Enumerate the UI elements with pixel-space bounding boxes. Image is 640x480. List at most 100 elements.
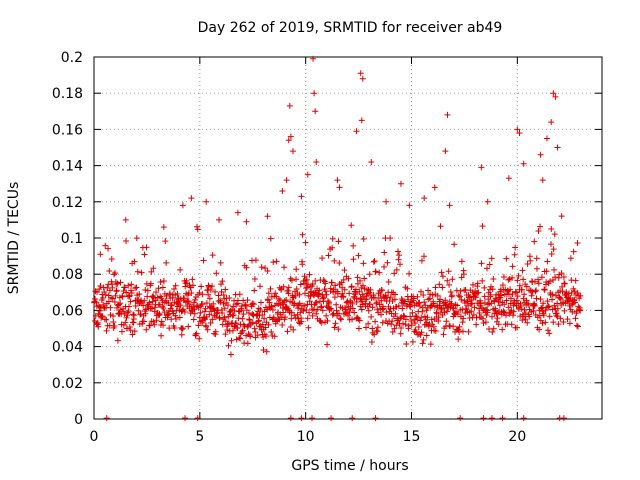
- outlier-point: [446, 202, 453, 209]
- data-point: [484, 265, 490, 272]
- chart-title: Day 262 of 2019, SRMTID for receiver ab4…: [198, 20, 503, 36]
- data-point: [201, 308, 208, 315]
- data-point: [177, 295, 184, 302]
- data-point: [244, 323, 251, 330]
- data-point: [249, 319, 256, 326]
- data-point: [421, 299, 428, 306]
- data-point: [490, 325, 497, 332]
- data-point: [531, 303, 538, 310]
- data-point: [273, 258, 280, 265]
- data-point: [236, 334, 243, 341]
- data-point: [188, 290, 195, 297]
- data-point: [219, 278, 226, 285]
- data-point: [557, 295, 564, 302]
- data-point: [366, 271, 373, 278]
- data-point: [198, 283, 205, 290]
- data-point: [95, 323, 102, 330]
- outlier-point: [289, 148, 296, 155]
- data-point: [296, 300, 303, 307]
- data-point: [252, 329, 259, 336]
- data-point: [549, 296, 556, 303]
- data-point: [550, 246, 557, 253]
- data-point: [509, 274, 516, 281]
- data-point: [500, 308, 507, 315]
- data-point: [270, 259, 277, 266]
- data-point: [177, 266, 184, 273]
- data-point: [374, 306, 381, 313]
- data-point: [250, 311, 257, 318]
- outlier-point: [285, 137, 292, 144]
- data-point: [510, 308, 517, 315]
- data-point: [309, 281, 316, 288]
- data-point: [204, 326, 211, 333]
- data-point: [301, 280, 308, 287]
- data-point: [259, 311, 266, 318]
- data-point: [546, 278, 553, 285]
- outlier-point: [279, 187, 286, 194]
- data-point: [548, 250, 555, 257]
- data-point: [263, 348, 270, 355]
- data-point: [221, 314, 228, 321]
- data-point: [456, 293, 463, 300]
- data-point: [503, 255, 510, 262]
- data-point: [554, 300, 561, 307]
- data-point: [123, 289, 130, 296]
- data-point: [444, 308, 451, 315]
- data-point: [419, 340, 426, 347]
- data-point: [360, 235, 367, 242]
- data-point: [233, 320, 240, 327]
- data-point: [354, 274, 361, 281]
- data-point: [213, 270, 220, 277]
- data-point: [351, 309, 358, 316]
- data-point: [369, 325, 376, 332]
- data-point: [568, 290, 575, 297]
- data-point: [573, 322, 580, 329]
- data-point: [521, 291, 528, 298]
- data-point: [456, 323, 463, 330]
- data-point: [291, 312, 298, 319]
- data-point: [185, 323, 192, 330]
- outlier-point: [353, 128, 360, 135]
- data-point: [572, 315, 579, 322]
- data-point: [244, 297, 251, 304]
- data-point: [389, 318, 396, 325]
- data-point: [267, 285, 274, 292]
- data-point: [136, 291, 143, 298]
- data-point: [324, 317, 331, 324]
- data-point: [316, 287, 323, 294]
- outlier-point: [406, 202, 413, 209]
- data-point: [538, 305, 545, 312]
- data-point: [112, 292, 119, 299]
- data-point: [285, 284, 292, 291]
- data-point: [288, 309, 295, 316]
- outlier-point: [298, 193, 305, 200]
- zero-point: [480, 415, 487, 422]
- data-point: [391, 325, 398, 332]
- data-point: [380, 305, 387, 312]
- data-point: [481, 299, 488, 306]
- data-point: [512, 244, 519, 251]
- data-point: [566, 320, 573, 327]
- data-point: [435, 314, 442, 321]
- data-point: [106, 267, 113, 274]
- data-point: [424, 305, 431, 312]
- data-point: [444, 277, 451, 284]
- data-point: [290, 326, 297, 333]
- outlier-point: [203, 198, 210, 205]
- data-point: [302, 239, 309, 246]
- data-point: [432, 284, 439, 291]
- data-point: [199, 319, 206, 326]
- data-point: [219, 309, 226, 316]
- x-tick-label: 5: [195, 429, 204, 445]
- data-point: [513, 289, 520, 296]
- data-point: [222, 286, 229, 293]
- outlier-point: [442, 148, 449, 155]
- data-point: [350, 242, 357, 249]
- outlier-point: [243, 218, 250, 225]
- data-point: [494, 310, 501, 317]
- data-point: [500, 274, 507, 281]
- data-point: [336, 259, 343, 266]
- y-axis-label: SRMTID / TECUs: [6, 182, 22, 295]
- data-point: [179, 326, 186, 333]
